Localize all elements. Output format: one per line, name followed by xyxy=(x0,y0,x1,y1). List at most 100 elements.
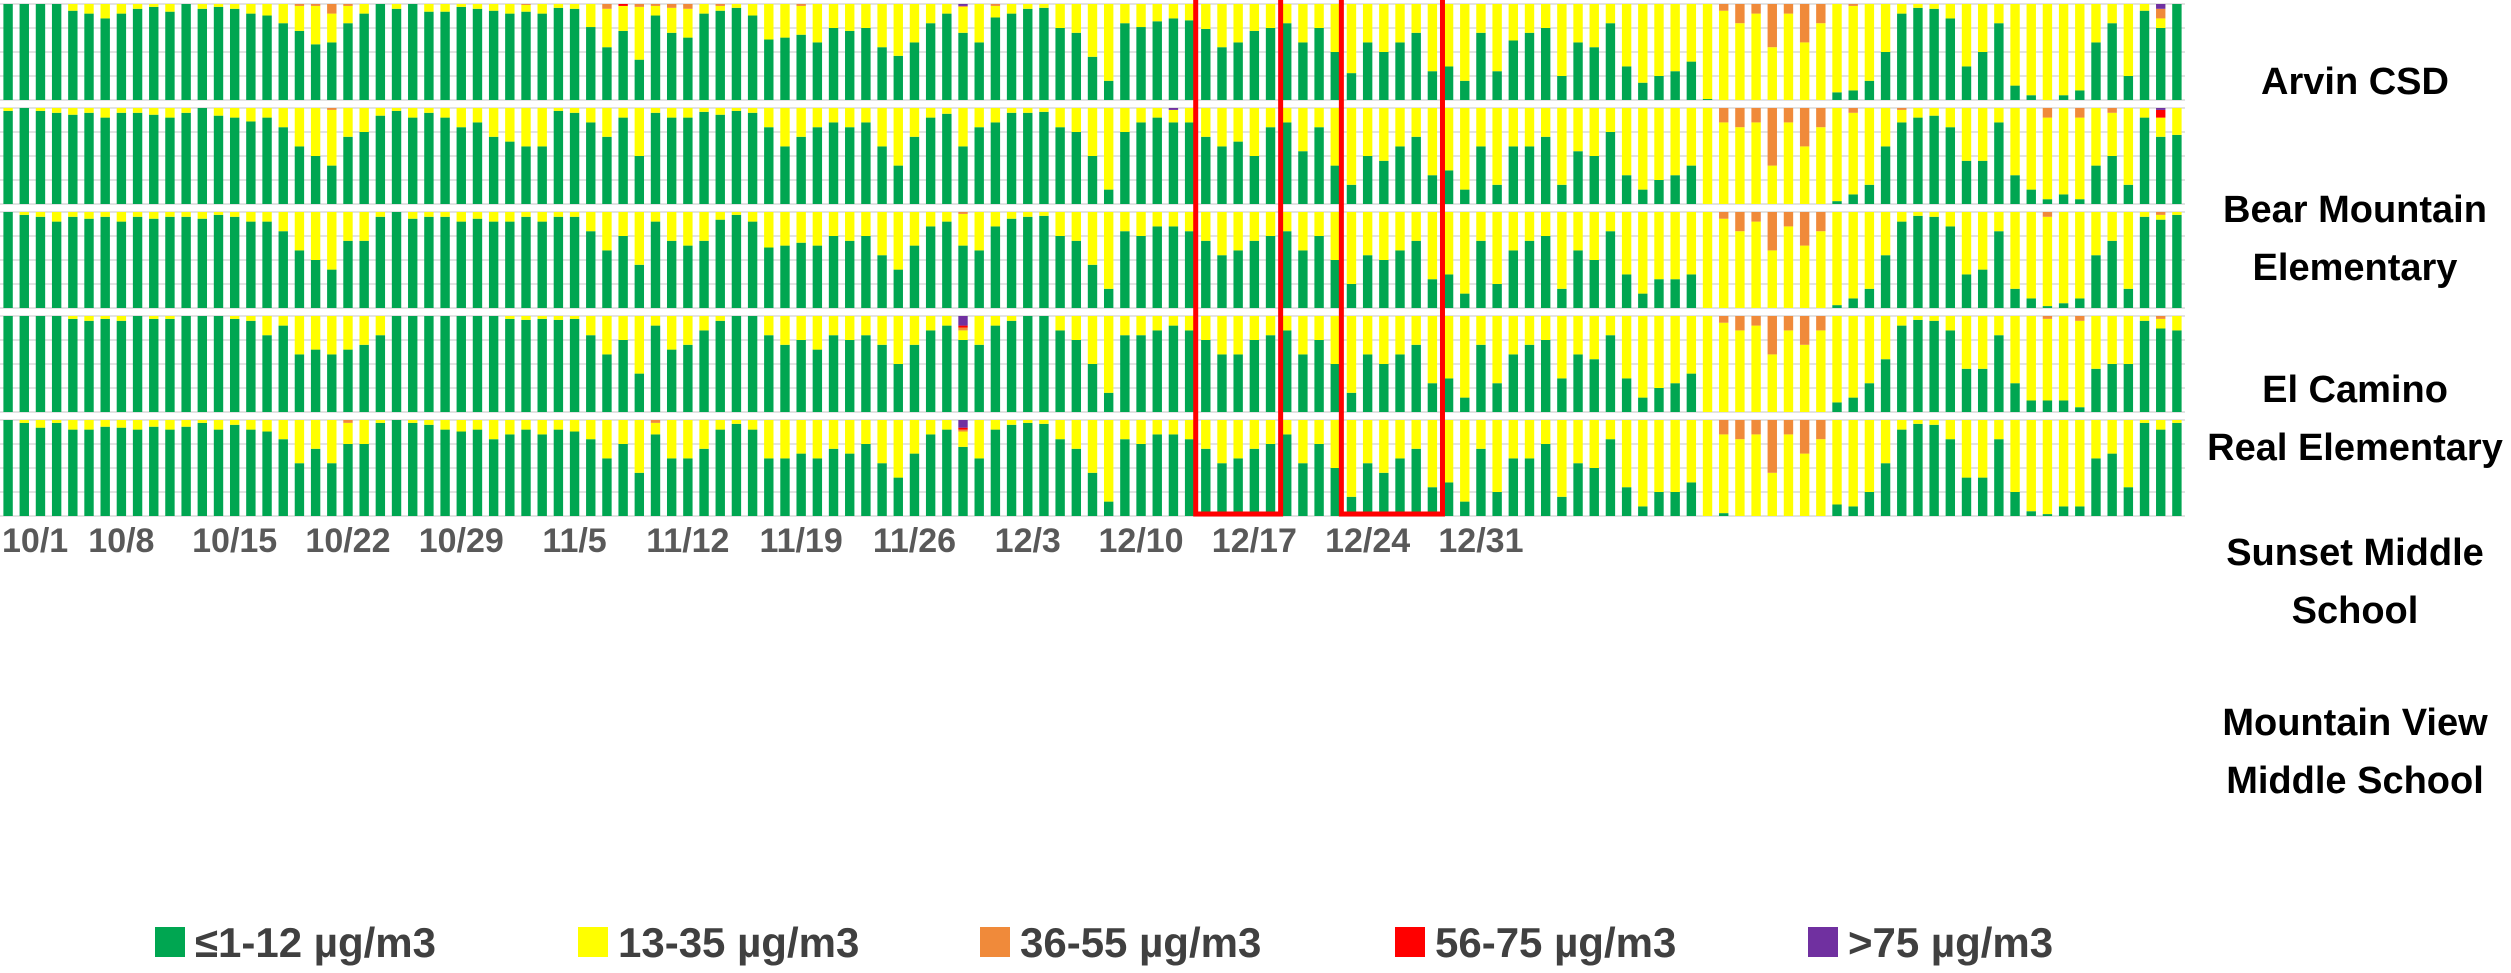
bar-segment xyxy=(1605,4,1616,24)
bar-segment xyxy=(1751,108,1761,123)
bar-segment xyxy=(1282,108,1292,123)
bar-segment xyxy=(3,212,13,308)
bar-segment xyxy=(1136,444,1146,516)
legend-label: 36-55 µg/m3 xyxy=(1020,919,1261,966)
bar-segment xyxy=(2026,316,2036,401)
bar-segment xyxy=(764,247,774,308)
bar-segment xyxy=(1476,212,1486,241)
bar-segment xyxy=(1346,184,1357,204)
bar-segment xyxy=(958,6,968,33)
bar-segment xyxy=(1913,108,1923,118)
bar-segment xyxy=(796,212,806,243)
bar-segment xyxy=(1557,4,1567,76)
bar-segment xyxy=(1508,354,1519,412)
bar-segment xyxy=(1039,420,1049,424)
bar-segment xyxy=(165,316,175,319)
bar-segment xyxy=(1282,330,1292,412)
bar-segment xyxy=(343,212,353,241)
bar-segment xyxy=(1379,160,1389,204)
bar-segment xyxy=(1994,316,2004,336)
bar-segment xyxy=(488,221,499,308)
bar-segment xyxy=(310,4,321,6)
bar-segment xyxy=(1346,420,1357,497)
bar-segment xyxy=(2156,8,2166,19)
bar-segment xyxy=(1832,305,1842,308)
bar-segment xyxy=(893,269,903,308)
bar-segment xyxy=(764,420,774,459)
bar-segment xyxy=(1767,354,1777,412)
bar-segment xyxy=(505,318,515,412)
bar-segment xyxy=(424,420,434,425)
bar-segment xyxy=(1087,472,1098,516)
bar-segment xyxy=(1977,52,1988,100)
bar-segment xyxy=(796,242,806,308)
bar-segment xyxy=(1589,260,1599,308)
legend-label: ≤1-12 µg/m3 xyxy=(195,919,436,966)
bar-segment xyxy=(1362,156,1373,204)
bar-segment xyxy=(974,4,984,43)
bar-segment xyxy=(1460,189,1470,204)
bar-segment xyxy=(149,420,159,427)
bar-segment xyxy=(2172,4,2182,100)
bar-segment xyxy=(925,117,936,204)
bar-segment xyxy=(1605,132,1616,204)
bar-segment xyxy=(958,446,968,516)
bar-segment xyxy=(1314,212,1324,236)
bar-segment xyxy=(1670,420,1680,492)
bar-segment xyxy=(990,212,1001,227)
bar-segment xyxy=(2156,212,2166,215)
bar-segment xyxy=(391,110,402,204)
bar-segment xyxy=(1136,108,1146,123)
bar-segment xyxy=(1152,316,1162,331)
bar-segment xyxy=(812,42,823,100)
bar-segment xyxy=(990,420,1001,430)
bar-segment xyxy=(634,4,645,7)
bar-segment xyxy=(1330,108,1340,166)
bar-segment xyxy=(1929,216,1939,308)
bar-segment xyxy=(472,420,483,430)
bar-segment xyxy=(634,373,645,412)
bar-segment xyxy=(1217,47,1227,100)
bar-segment xyxy=(1702,99,1713,100)
bar-segment xyxy=(2010,316,2020,384)
bar-segment xyxy=(650,212,661,222)
bar-segment xyxy=(246,221,256,308)
bar-segment xyxy=(1864,420,1875,492)
bar-segment xyxy=(586,335,596,412)
bar-segment xyxy=(1573,4,1583,43)
bar-segment xyxy=(1783,108,1794,123)
bar-segment xyxy=(213,429,224,516)
bar-segment xyxy=(1751,434,1761,516)
bar-segment xyxy=(1427,4,1438,72)
bar-segment xyxy=(1006,420,1017,425)
bar-segment xyxy=(1977,160,1988,204)
bar-segment xyxy=(343,136,353,204)
bar-segment xyxy=(1848,420,1858,507)
bar-segment xyxy=(2091,165,2101,204)
bar-segment xyxy=(408,4,418,100)
bar-segment xyxy=(715,4,725,6)
bar-segment xyxy=(780,37,790,100)
bar-segment xyxy=(310,5,321,45)
bar-segment xyxy=(569,431,580,516)
bar-segment xyxy=(456,431,466,516)
bar-segment xyxy=(1848,4,1858,6)
bar-segment xyxy=(1071,32,1082,100)
bar-segment xyxy=(1508,146,1519,204)
bar-segment xyxy=(1346,316,1357,393)
bar-segment xyxy=(877,463,887,516)
bar-segment xyxy=(1427,420,1438,488)
bar-segment xyxy=(1087,420,1098,473)
bar-segment xyxy=(2107,316,2117,364)
bar-segment xyxy=(2075,316,2085,321)
bar-segment xyxy=(1832,108,1842,202)
bar-segment xyxy=(1023,212,1033,217)
bar-segment xyxy=(1265,212,1276,236)
bar-segment xyxy=(1913,319,1923,412)
bar-segment xyxy=(488,136,499,204)
bar-segment xyxy=(2075,320,2085,408)
bar-segment xyxy=(2107,453,2117,516)
bar-segment xyxy=(974,344,984,412)
highlight-box xyxy=(1338,0,1445,517)
bar-segment xyxy=(1152,330,1162,412)
